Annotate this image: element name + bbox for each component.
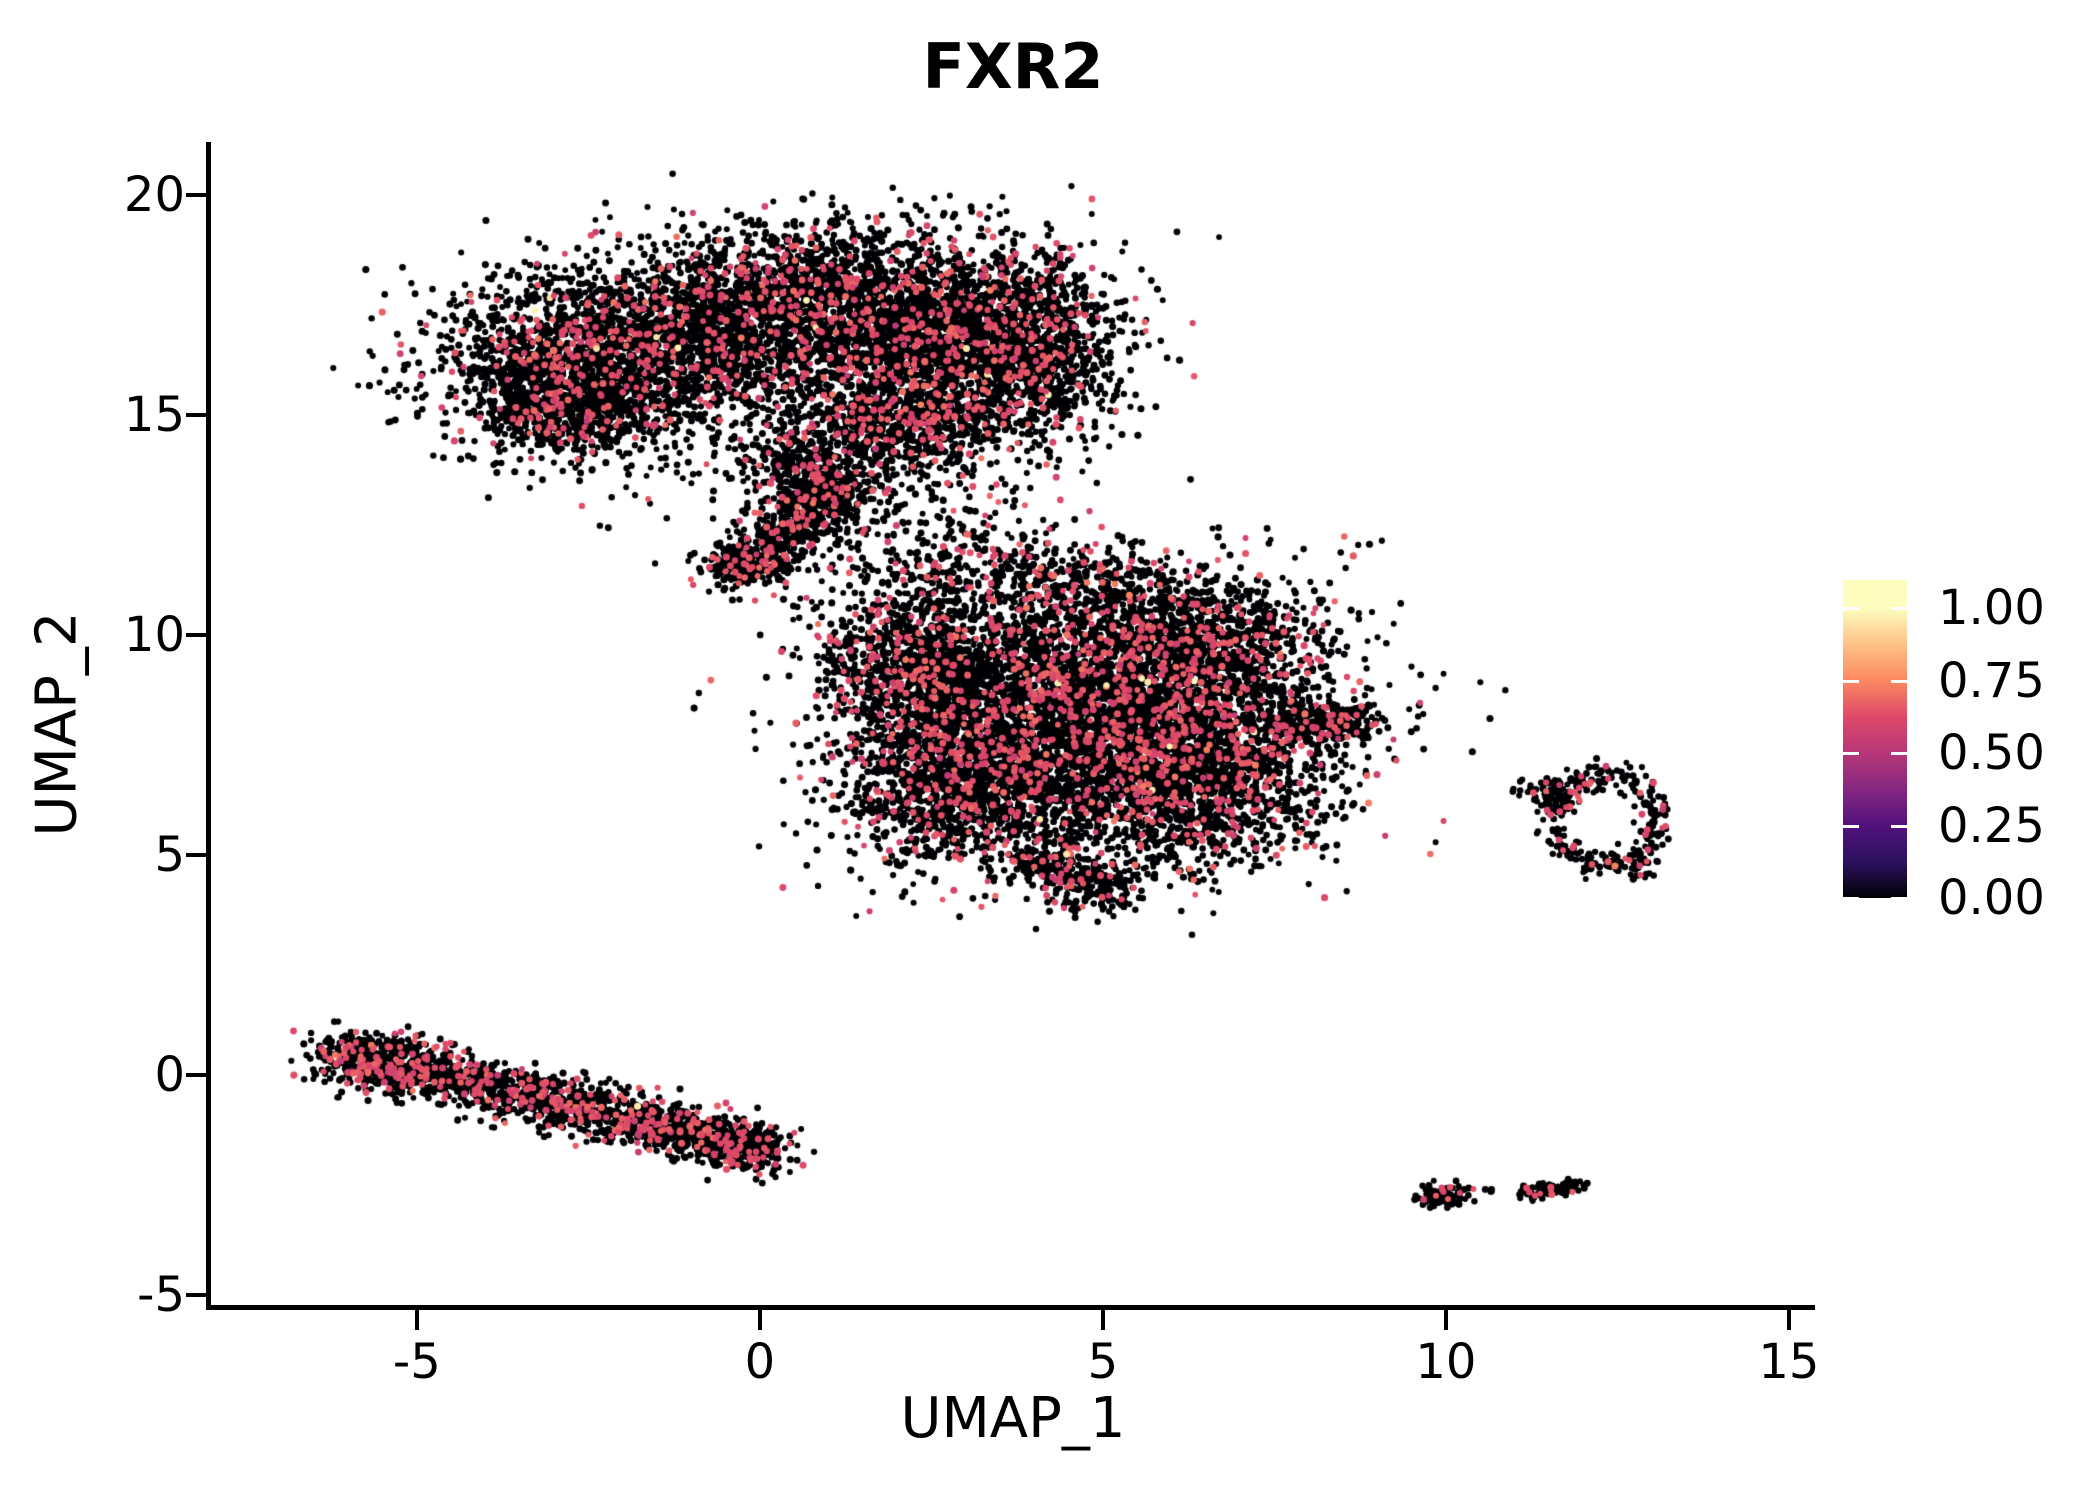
colorbar-gradient xyxy=(1843,580,1907,898)
x-tick-label: 5 xyxy=(1087,1334,1119,1390)
y-tick-mark xyxy=(186,412,206,417)
y-tick-label: -5 xyxy=(137,1266,185,1323)
y-tick-label: 5 xyxy=(154,826,185,883)
y-tick-label: 10 xyxy=(123,606,185,663)
colorbar-tick-label: 0.75 xyxy=(1938,652,2045,709)
y-axis-title: UMAP_2 xyxy=(24,610,90,837)
colorbar-tick-mark xyxy=(1843,679,1859,683)
colorbar-tick-mark xyxy=(1843,607,1859,610)
x-tick-mark xyxy=(1100,1310,1105,1330)
colorbar-tick-label: 0.00 xyxy=(1938,870,2045,926)
x-tick-mark xyxy=(757,1310,762,1330)
x-tick-mark xyxy=(414,1310,419,1330)
colorbar-tick-label: 0.25 xyxy=(1938,797,2045,854)
colorbar-tick-mark xyxy=(1843,752,1859,755)
y-tick-label: 20 xyxy=(123,166,185,223)
x-tick-label: -5 xyxy=(392,1334,441,1390)
y-tick-mark xyxy=(186,1292,206,1297)
y-axis-line xyxy=(206,142,211,1310)
y-tick-mark xyxy=(186,192,206,197)
x-tick-mark xyxy=(1786,1310,1791,1330)
x-tick-label: 15 xyxy=(1758,1334,1820,1390)
colorbar-tick-mark xyxy=(1843,824,1859,828)
colorbar-tick-mark xyxy=(1891,679,1907,683)
colorbar-tick-mark xyxy=(1891,897,1907,900)
colorbar-tick-label: 0.50 xyxy=(1938,725,2045,781)
x-axis-line xyxy=(206,1305,1815,1310)
y-tick-mark xyxy=(186,1072,206,1077)
x-tick-label: 0 xyxy=(744,1334,776,1390)
colorbar-tick-label: 1.00 xyxy=(1938,580,2045,636)
y-tick-label: 0 xyxy=(154,1046,185,1103)
y-tick-label: 15 xyxy=(123,386,185,443)
colorbar-tick-mark xyxy=(1891,752,1907,755)
y-tick-mark xyxy=(186,852,206,857)
plot-title: FXR2 xyxy=(922,30,1104,103)
colorbar-tick-mark xyxy=(1891,607,1907,610)
x-axis-title: UMAP_1 xyxy=(900,1386,1126,1451)
y-tick-mark xyxy=(186,632,206,637)
colorbar-tick-mark xyxy=(1891,824,1907,828)
colorbar-tick-mark xyxy=(1843,897,1859,900)
x-tick-label: 10 xyxy=(1415,1334,1477,1390)
x-tick-mark xyxy=(1443,1310,1448,1330)
